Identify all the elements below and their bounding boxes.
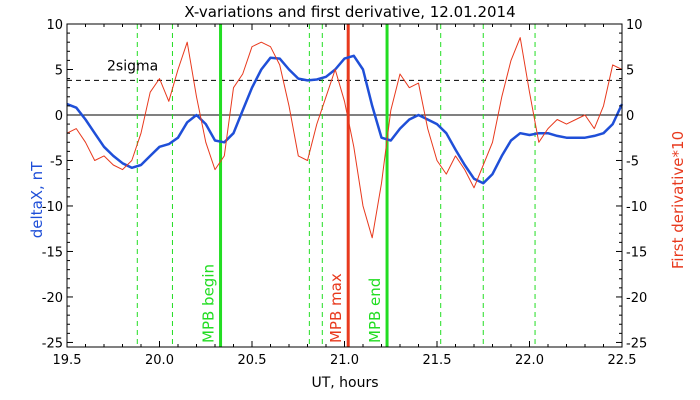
y-tick-label-right: -15 — [626, 245, 647, 260]
y-tick-label-left: 10 — [46, 18, 63, 33]
y-tick-label-left: 5 — [55, 63, 63, 78]
y-tick-label-right: 0 — [626, 109, 634, 124]
y-tick-label-left: -25 — [42, 336, 63, 351]
y-tick-label-right: -5 — [626, 154, 639, 169]
y-tick-label-left: -5 — [50, 154, 63, 169]
x-tick-label: 22.5 — [608, 353, 637, 368]
y-tick-label-right: 10 — [626, 18, 643, 33]
mpb-label-2: MPB end — [366, 278, 384, 343]
y-tick-label-right: -25 — [626, 336, 647, 351]
y-tick-label-left: -20 — [42, 291, 63, 306]
mpb-label-1: MPB max — [327, 273, 345, 343]
derivative-series-line — [66, 37, 623, 239]
x-tick-label: 21.5 — [423, 353, 452, 368]
y-axis-label-right: First derivative*10 — [669, 131, 687, 269]
y-tick-label-right: -20 — [626, 291, 647, 306]
ticks: 10 10 5 5 0 0 -5 -5 -10 -10 -15 -15 -20 -20 -25 -25 19.5… — [42, 18, 647, 368]
y-tick-label-right: 5 — [626, 63, 634, 78]
x-tick-label: 20.5 — [238, 353, 267, 368]
y-tick-label-right: -10 — [626, 200, 647, 215]
y-tick-label-left: 0 — [55, 109, 63, 124]
series-layer — [66, 37, 624, 239]
x-tick-label: 21.0 — [330, 353, 359, 368]
plot-background — [67, 24, 622, 347]
mpb-label-0: MPB begin — [200, 264, 218, 343]
x-tick-label: 20.0 — [145, 353, 174, 368]
plot-area — [67, 24, 622, 347]
deltax-series-line — [66, 54, 624, 185]
y-tick-label-left: -15 — [42, 245, 63, 260]
chart-title: X-variations and first derivative, 12.01… — [184, 3, 515, 21]
y-tick-label-left: -10 — [42, 200, 63, 215]
y-axis-label-left: deltaX, nT — [28, 161, 46, 238]
x-tick-label: 22.0 — [515, 353, 544, 368]
vertical-markers: MPB begin MPB max MPB end — [136, 24, 536, 347]
x-tick-label: 19.5 — [53, 353, 82, 368]
x-axis-label: UT, hours — [311, 375, 378, 391]
sigma-label: 2sigma — [107, 58, 158, 74]
